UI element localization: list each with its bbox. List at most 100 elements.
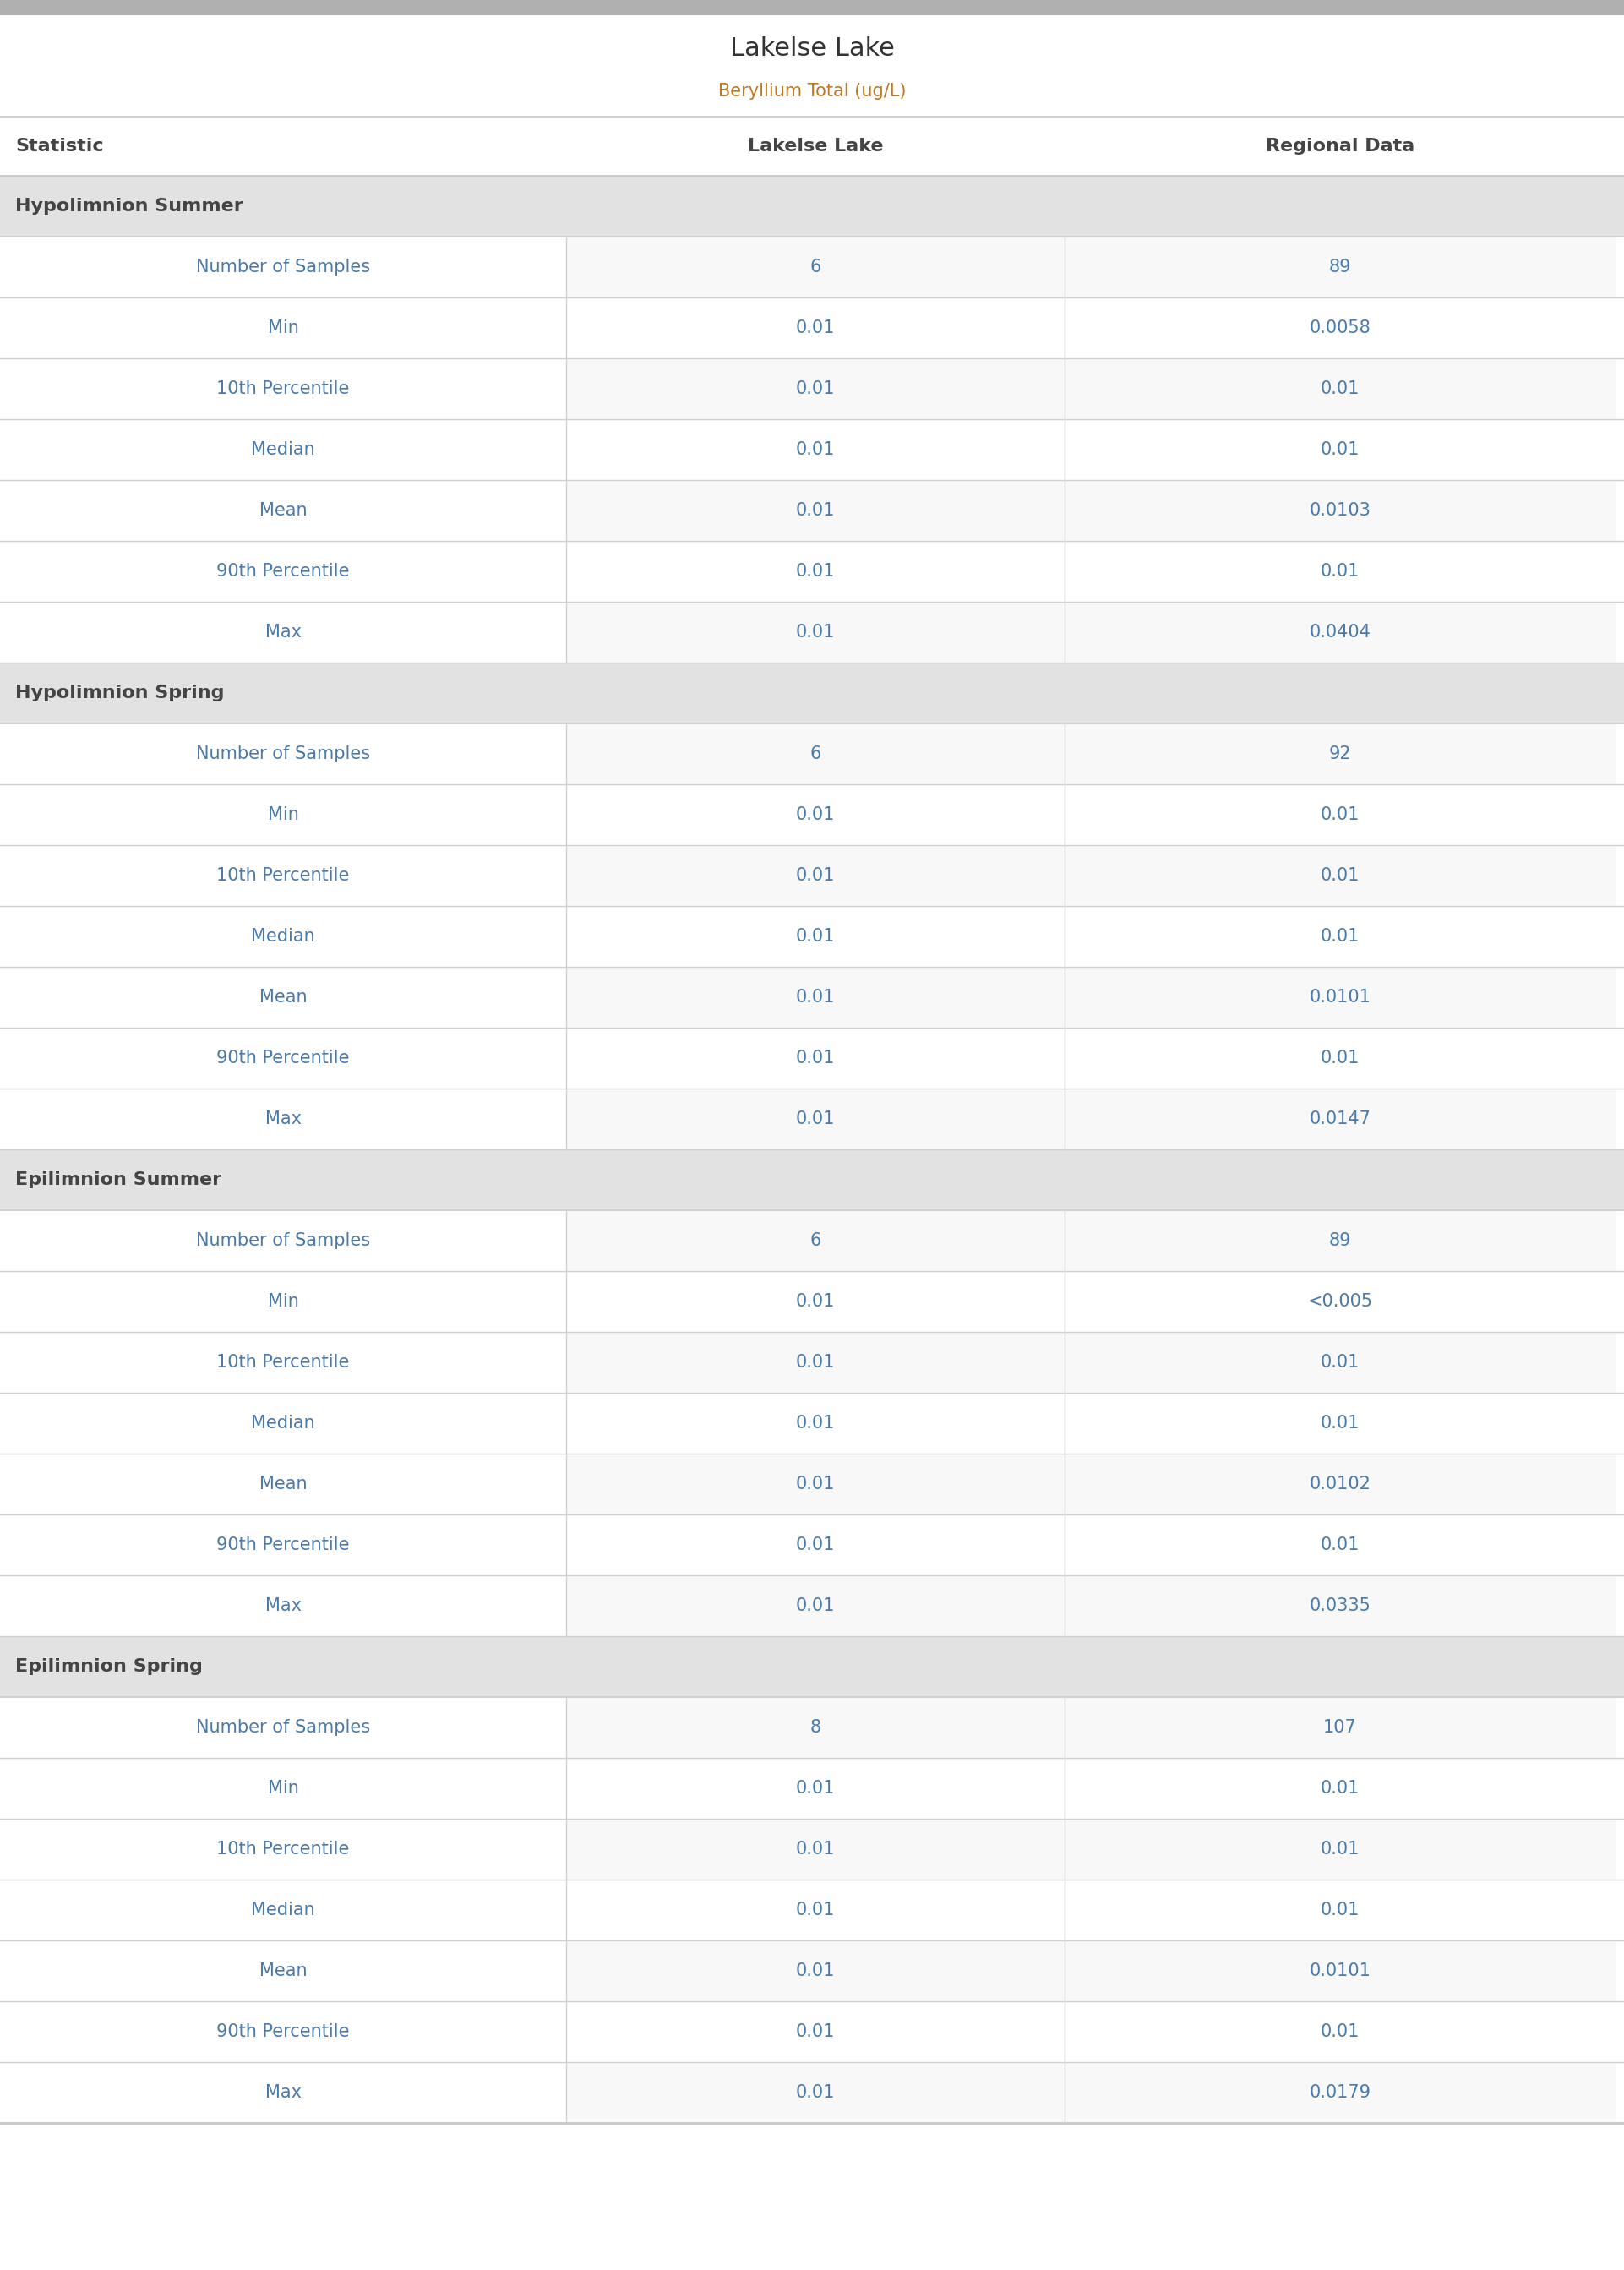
- Bar: [0, 783, 567, 844]
- Bar: [0, 1394, 567, 1453]
- Text: 0.0335: 0.0335: [1309, 1598, 1371, 1614]
- Bar: [0, 1453, 567, 1514]
- Text: 0.01: 0.01: [796, 1961, 835, 1979]
- Text: 0.01: 0.01: [1320, 928, 1359, 944]
- Bar: [0, 1514, 567, 1575]
- Text: Mean: Mean: [260, 990, 307, 1006]
- Text: Lakelse Lake: Lakelse Lake: [747, 138, 883, 154]
- Text: Beryllium Total (ug/L): Beryllium Total (ug/L): [718, 82, 906, 100]
- Text: 10th Percentile: 10th Percentile: [216, 381, 349, 397]
- Text: Number of Samples: Number of Samples: [197, 1233, 370, 1248]
- Bar: [567, 783, 1616, 844]
- Text: 0.01: 0.01: [1320, 381, 1359, 397]
- Text: 90th Percentile: 90th Percentile: [216, 1537, 349, 1553]
- Bar: [567, 540, 1616, 602]
- Text: Min: Min: [268, 1294, 299, 1310]
- Text: 8: 8: [810, 1718, 820, 1737]
- Text: 0.0102: 0.0102: [1309, 1476, 1371, 1491]
- Text: 0.01: 0.01: [1320, 1841, 1359, 1857]
- Bar: [0, 479, 567, 540]
- Text: Max: Max: [265, 624, 300, 640]
- Bar: [0, 724, 567, 783]
- Bar: [567, 1090, 1616, 1149]
- Text: 0.01: 0.01: [796, 1110, 835, 1128]
- Text: 0.01: 0.01: [796, 1049, 835, 1067]
- Text: Max: Max: [265, 2084, 300, 2102]
- Text: 0.01: 0.01: [1320, 1902, 1359, 1918]
- Text: 0.01: 0.01: [796, 320, 835, 336]
- Text: 10th Percentile: 10th Percentile: [216, 1353, 349, 1371]
- Text: Max: Max: [265, 1598, 300, 1614]
- Text: 0.01: 0.01: [796, 381, 835, 397]
- Text: 0.01: 0.01: [796, 1294, 835, 1310]
- Bar: [0, 1757, 567, 1818]
- Bar: [567, 1818, 1616, 1880]
- Bar: [0, 1941, 567, 2002]
- Bar: [0, 1210, 567, 1271]
- Bar: [567, 602, 1616, 663]
- Bar: [567, 1453, 1616, 1514]
- Text: 0.01: 0.01: [796, 2084, 835, 2102]
- Bar: [0, 1637, 1624, 1698]
- Text: Epilimnion Summer: Epilimnion Summer: [15, 1171, 221, 1187]
- Bar: [0, 1090, 567, 1149]
- Bar: [0, 1332, 567, 1394]
- Text: Mean: Mean: [260, 1476, 307, 1491]
- Text: 0.01: 0.01: [796, 867, 835, 883]
- Text: 89: 89: [1328, 1233, 1351, 1248]
- Text: 90th Percentile: 90th Percentile: [216, 1049, 349, 1067]
- Text: 90th Percentile: 90th Percentile: [216, 563, 349, 579]
- Text: Regional Data: Regional Data: [1265, 138, 1415, 154]
- Bar: [567, 297, 1616, 359]
- Bar: [567, 844, 1616, 906]
- Text: 0.0058: 0.0058: [1309, 320, 1371, 336]
- Bar: [567, 1028, 1616, 1090]
- Text: Median: Median: [252, 1414, 315, 1432]
- Bar: [567, 906, 1616, 967]
- Text: 0.0404: 0.0404: [1309, 624, 1371, 640]
- Text: 0.01: 0.01: [796, 1537, 835, 1553]
- Bar: [0, 967, 567, 1028]
- Text: 0.01: 0.01: [796, 440, 835, 459]
- Bar: [0, 116, 1624, 175]
- Text: 6: 6: [810, 745, 822, 763]
- Bar: [0, 1698, 567, 1757]
- Text: 0.01: 0.01: [796, 1902, 835, 1918]
- Bar: [567, 2002, 1616, 2061]
- Bar: [567, 359, 1616, 420]
- Text: Median: Median: [252, 1902, 315, 1918]
- Text: 0.0101: 0.0101: [1309, 990, 1371, 1006]
- Bar: [567, 1210, 1616, 1271]
- Bar: [567, 420, 1616, 479]
- Bar: [0, 1880, 567, 1941]
- Bar: [0, 420, 567, 479]
- Text: Number of Samples: Number of Samples: [197, 745, 370, 763]
- Bar: [567, 1575, 1616, 1637]
- Text: 0.0179: 0.0179: [1309, 2084, 1371, 2102]
- Text: 0.01: 0.01: [1320, 806, 1359, 824]
- Bar: [567, 967, 1616, 1028]
- Text: 107: 107: [1324, 1718, 1358, 1737]
- Text: Hypolimnion Spring: Hypolimnion Spring: [15, 686, 224, 701]
- Text: 0.01: 0.01: [1320, 1049, 1359, 1067]
- Text: 0.01: 0.01: [796, 928, 835, 944]
- Text: 0.0101: 0.0101: [1309, 1961, 1371, 1979]
- Bar: [0, 1818, 567, 1880]
- Text: Hypolimnion Summer: Hypolimnion Summer: [15, 197, 244, 216]
- Bar: [0, 297, 567, 359]
- Bar: [567, 1880, 1616, 1941]
- Text: Epilimnion Spring: Epilimnion Spring: [15, 1657, 203, 1675]
- Text: 0.01: 0.01: [1320, 1414, 1359, 1432]
- Text: Max: Max: [265, 1110, 300, 1128]
- Bar: [0, 602, 567, 663]
- Bar: [0, 844, 567, 906]
- Text: 0.01: 0.01: [1320, 867, 1359, 883]
- Bar: [0, 16, 1624, 116]
- Bar: [0, 0, 1624, 16]
- Text: Median: Median: [252, 440, 315, 459]
- Text: Lakelse Lake: Lakelse Lake: [729, 36, 895, 61]
- Text: 89: 89: [1328, 259, 1351, 275]
- Bar: [567, 1757, 1616, 1818]
- Text: 0.01: 0.01: [796, 806, 835, 824]
- Bar: [0, 359, 567, 420]
